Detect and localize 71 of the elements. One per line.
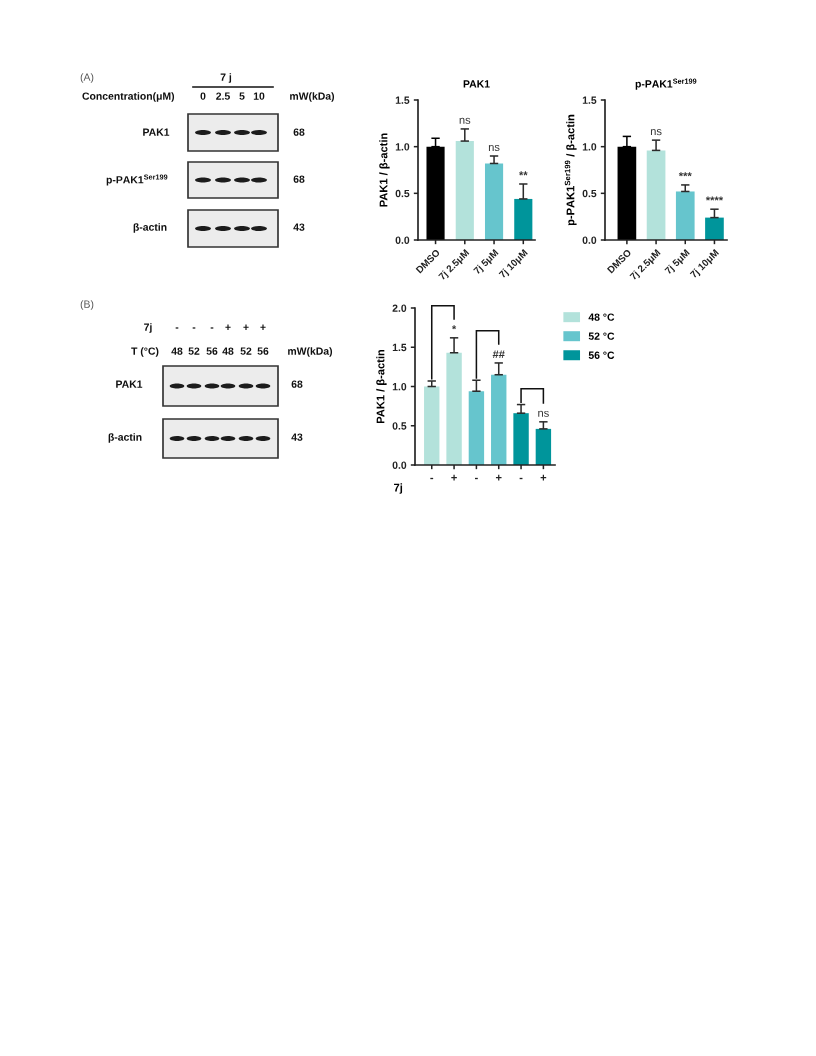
text: 7j <box>144 323 152 333</box>
text: - <box>210 327 214 329</box>
text: 68 <box>293 175 305 183</box>
x-tick-label: + <box>540 474 547 481</box>
text: 43 <box>291 433 303 441</box>
annotation: ns <box>459 117 471 124</box>
text: 5 <box>239 92 245 100</box>
text: p-PAK1$^{Ser199}$ <box>106 174 168 186</box>
y-tick-label: 1.0 <box>392 383 407 391</box>
text: 7 j <box>220 73 232 83</box>
y-tick-label: 0.0 <box>395 236 410 244</box>
text: 52 <box>240 347 252 355</box>
annotation: * <box>451 325 457 330</box>
annotation: ## <box>492 350 505 358</box>
annotation: ** <box>519 171 528 176</box>
y-axis-title: p-PAK1$^{Ser199}$ / β-actin <box>564 114 577 226</box>
x-tick-label: - <box>430 477 434 480</box>
annotation: **** <box>705 196 724 201</box>
x-axis-title: 7j <box>394 483 403 494</box>
text: mW(kDa) <box>288 347 333 357</box>
chart-title: PAK1 <box>463 80 490 88</box>
y-axis-title: PAK1 / β-actin <box>376 349 387 423</box>
chart-title: p-PAK1$^{Ser199}$ <box>635 78 697 90</box>
text: 68 <box>293 128 305 136</box>
text: (B) <box>80 300 94 310</box>
text: (A) <box>80 73 94 83</box>
y-tick-label: 1.0 <box>582 143 597 151</box>
text: + <box>225 324 231 330</box>
legend-label: 48 °C <box>588 313 615 321</box>
text: mW(kDa) <box>290 92 335 102</box>
text: 43 <box>293 223 305 231</box>
text: β-actin <box>133 223 167 233</box>
annotation: *** <box>678 172 692 177</box>
text: PAK1 <box>143 128 170 136</box>
y-tick-label: 0.0 <box>582 236 597 244</box>
y-tick-label: 1.5 <box>392 343 407 352</box>
legend-label: 56 °C <box>588 351 615 359</box>
y-tick-label: 1.0 <box>395 143 410 151</box>
y-tick-label: 1.5 <box>395 96 410 104</box>
text: - <box>192 327 196 329</box>
text: 2.5 <box>216 92 230 100</box>
legend-label: 52 °C <box>588 332 615 340</box>
text: 48 <box>222 347 234 355</box>
text: + <box>243 324 249 330</box>
text: 0 <box>200 92 206 100</box>
annotation: ns <box>650 129 662 136</box>
x-tick-label: + <box>495 474 502 481</box>
x-tick-label: - <box>474 477 478 480</box>
text: 52 <box>188 347 200 355</box>
y-axis-title: PAK1 / β-actin <box>379 133 390 207</box>
text: 48 <box>171 347 183 355</box>
x-tick-label: - <box>519 477 523 480</box>
text: PAK1 <box>116 380 143 388</box>
text: Concentration(μM) <box>82 92 175 102</box>
y-tick-label: 0.5 <box>582 189 597 198</box>
y-tick-label: 0.0 <box>392 461 407 469</box>
text: β-actin <box>108 433 142 443</box>
y-tick-label: 0.5 <box>392 422 407 430</box>
text: 56 <box>257 347 269 355</box>
y-tick-label: 1.5 <box>582 96 597 104</box>
annotation: ns <box>538 410 549 417</box>
x-tick-label: + <box>451 474 457 481</box>
annotation: ns <box>488 144 500 151</box>
text: - <box>175 327 179 329</box>
text: 68 <box>291 380 303 388</box>
text: 10 <box>253 92 265 100</box>
y-tick-label: 2.0 <box>392 304 407 312</box>
text: T (°C) <box>131 347 159 357</box>
text: 56 <box>206 347 218 355</box>
y-tick-label: 0.5 <box>395 189 410 198</box>
text: + <box>260 324 266 330</box>
